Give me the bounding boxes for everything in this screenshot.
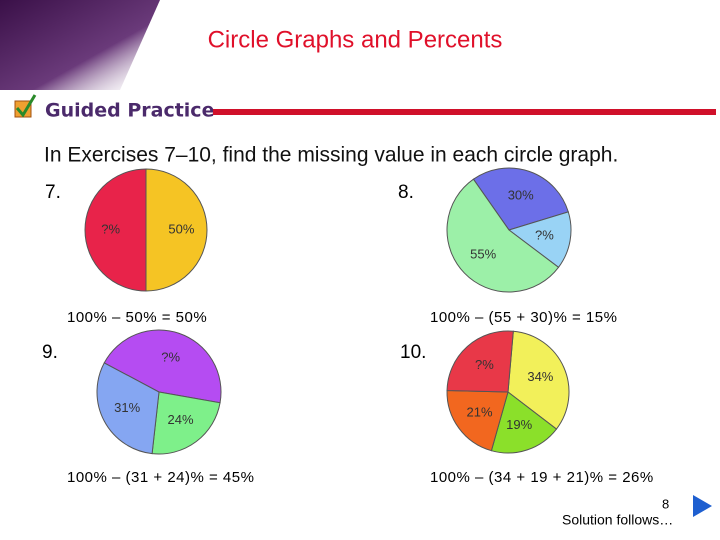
pie-slice [96,362,160,455]
slice-label: ?% [161,349,180,364]
exercise-number: 9. [42,342,58,363]
slice-label: ?% [475,357,494,372]
pie-slice [145,168,208,292]
header-decoration [0,0,160,90]
slice-label: 34% [527,369,553,384]
slice-label: 30% [508,187,534,202]
solution: 100% – (31 + 24)% = 45% [67,469,254,486]
slice-label: 55% [470,246,496,261]
pie-slice [446,330,514,393]
exercise-number: 7. [45,182,61,203]
pie-slice [507,211,572,269]
pie-slice [446,389,509,452]
exercise-number: 8. [398,182,414,203]
next-arrow[interactable] [693,495,712,517]
pie-slice [507,330,570,430]
slice-label: ?% [101,221,120,236]
pie-slice [472,167,569,231]
check-icon [14,94,37,118]
solution: 100% – 50% = 50% [67,309,207,326]
instructions: In Exercises 7–10, find the missing valu… [44,144,618,167]
solution: 100% – (34 + 19 + 21)% = 26% [430,469,654,486]
slice-label: ?% [535,228,554,243]
solution: 100% – (55 + 30)% = 15% [430,309,617,326]
section-rule [213,109,716,115]
slice-label: 50% [168,221,194,236]
slice-label: 24% [168,412,194,427]
pie-slice [446,178,560,293]
page-number: 8 [662,496,669,511]
section-title: Guided Practice [45,100,214,122]
title: Circle Graphs and Percents [208,26,503,53]
pie-slice [84,168,147,292]
footer-note: Solution follows… [562,512,673,528]
pie-slice [151,391,221,455]
slice-label: 19% [506,417,532,432]
slice-label: 31% [114,400,140,415]
pie-slice [103,329,222,404]
exercise-number: 10. [400,342,426,363]
slice-label: 21% [467,404,493,419]
pie-slice [490,391,558,454]
